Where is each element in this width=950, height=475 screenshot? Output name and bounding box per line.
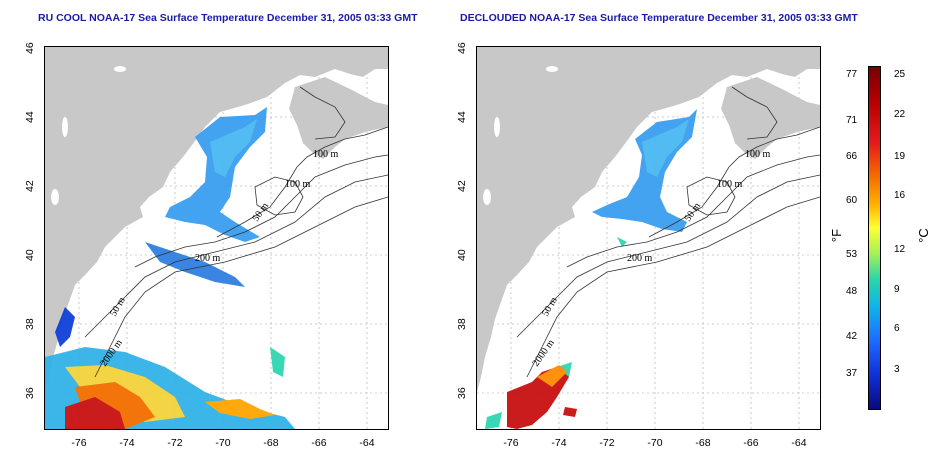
colorbar-c-label: 3 — [894, 364, 900, 375]
x-tick-label: -66 — [311, 437, 327, 449]
sst-patches — [45, 107, 295, 429]
y-tick-label: 40 — [24, 249, 36, 261]
x-tick-label: -76 — [503, 437, 519, 449]
x-tick-label: -70 — [647, 437, 663, 449]
colorbar-f-label: 77 — [846, 69, 858, 80]
colorbar-c-label: 6 — [894, 323, 900, 334]
x-tick-label: -74 — [119, 437, 135, 449]
contour-label: 50 m — [108, 295, 128, 318]
celsius-unit: °C — [915, 228, 931, 243]
right-map-svg: 100 m 100 m 50 m 200 m 50 m 2000 m — [477, 47, 820, 429]
land-mass — [45, 47, 388, 392]
y-tick-label: 42 — [456, 180, 468, 192]
left-map-title: RU COOL NOAA-17 Sea Surface Temperature … — [38, 12, 418, 24]
right-map-title: DECLOUDED NOAA-17 Sea Surface Temperatur… — [460, 12, 858, 24]
contour-label: 200 m — [195, 253, 221, 264]
colorbar-f-label: 37 — [846, 368, 858, 379]
y-tick-label: 40 — [456, 249, 468, 261]
colorbar-c-label: 25 — [894, 69, 906, 80]
colorbar-f-label: 66 — [846, 151, 858, 162]
y-tick-label: 44 — [24, 111, 36, 123]
contour-label: 100 m — [717, 179, 743, 190]
x-tick-label: -66 — [743, 437, 759, 449]
x-tick-label: -72 — [599, 437, 615, 449]
x-tick-label: -72 — [167, 437, 183, 449]
colorbar-c-label: 16 — [894, 190, 906, 201]
x-tick-label: -70 — [215, 437, 231, 449]
y-tick-label: 38 — [24, 318, 36, 330]
colorbar-f-label: 48 — [846, 286, 858, 297]
y-tick-label: 38 — [456, 318, 468, 330]
sst-patches — [485, 109, 697, 429]
x-tick-label: -64 — [791, 437, 807, 449]
y-tick-label: 46 — [24, 42, 36, 54]
y-tick-label: 36 — [456, 387, 468, 399]
contour-label: 50 m — [540, 295, 560, 318]
right-map-panel: 100 m 100 m 50 m 200 m 50 m 2000 m — [476, 46, 821, 430]
x-tick-label: -68 — [263, 437, 279, 449]
contour-label: 100 m — [745, 149, 771, 160]
y-tick-label: 42 — [24, 180, 36, 192]
x-tick-label: -76 — [71, 437, 87, 449]
contour-label: 100 m — [313, 149, 339, 160]
contour-label: 200 m — [627, 253, 653, 264]
land-mass — [477, 47, 820, 392]
colorbar — [868, 66, 881, 410]
x-tick-label: -68 — [695, 437, 711, 449]
colorbar-f-label: 53 — [846, 249, 858, 260]
colorbar-f-label: 71 — [846, 115, 858, 126]
fahrenheit-unit: °F — [829, 228, 845, 243]
left-map-panel: 100 m 100 m 50 m 200 m 50 m 2000 m — [44, 46, 389, 430]
colorbar-c-label: 12 — [894, 244, 906, 255]
nova-scotia — [289, 77, 388, 159]
x-tick-label: -74 — [551, 437, 567, 449]
x-tick-label: -64 — [359, 437, 375, 449]
nova-scotia — [721, 77, 820, 159]
y-tick-label: 44 — [456, 111, 468, 123]
contour-label: 100 m — [285, 179, 311, 190]
y-tick-label: 46 — [456, 42, 468, 54]
colorbar-c-label: 9 — [894, 284, 900, 295]
colorbar-c-label: 22 — [894, 109, 906, 120]
colorbar-f-label: 42 — [846, 331, 858, 342]
left-map-svg: 100 m 100 m 50 m 200 m 50 m 2000 m — [45, 47, 388, 429]
colorbar-c-label: 19 — [894, 151, 906, 162]
y-tick-label: 36 — [24, 387, 36, 399]
colorbar-f-label: 60 — [846, 195, 858, 206]
